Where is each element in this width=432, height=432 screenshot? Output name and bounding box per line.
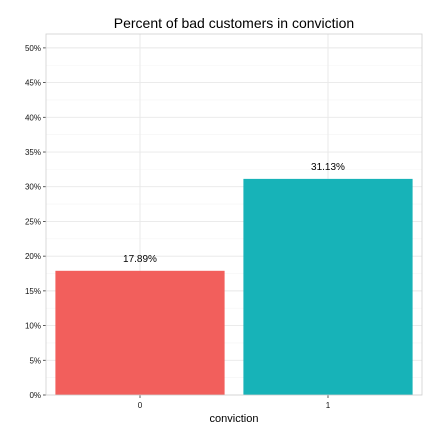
x-tick-label: 0: [138, 401, 143, 410]
y-tick-label: 45%: [25, 79, 41, 88]
data-label-0: 17.89%: [123, 254, 157, 265]
bars: [55, 178, 413, 395]
y-tick-label: 15%: [25, 287, 41, 296]
bar-0: [55, 270, 225, 395]
y-tick-label: 35%: [25, 148, 41, 157]
y-tick-label: 5%: [29, 356, 41, 365]
data-labels: 17.89% 31.13%: [123, 162, 345, 265]
x-tick-label: 1: [326, 401, 331, 410]
x-axis-title: conviction: [210, 413, 259, 425]
y-tick-label: 50%: [25, 44, 41, 53]
plot-panel-border: [45, 33, 423, 396]
y-tick-label: 40%: [25, 113, 41, 122]
y-tick-label: 0%: [29, 391, 41, 400]
chart-title: Percent of bad customers in conviction: [114, 15, 354, 31]
y-tick-label: 30%: [25, 183, 41, 192]
data-label-1: 31.13%: [311, 162, 345, 173]
y-axis: 0% 5% 10% 15% 20% 25% 30% 35% 40% 45% 50%: [25, 44, 46, 400]
y-tick-label: 25%: [25, 217, 41, 226]
y-tick-label: 10%: [25, 322, 41, 331]
bar-1: [243, 178, 413, 395]
y-tick-label: 20%: [25, 252, 41, 261]
